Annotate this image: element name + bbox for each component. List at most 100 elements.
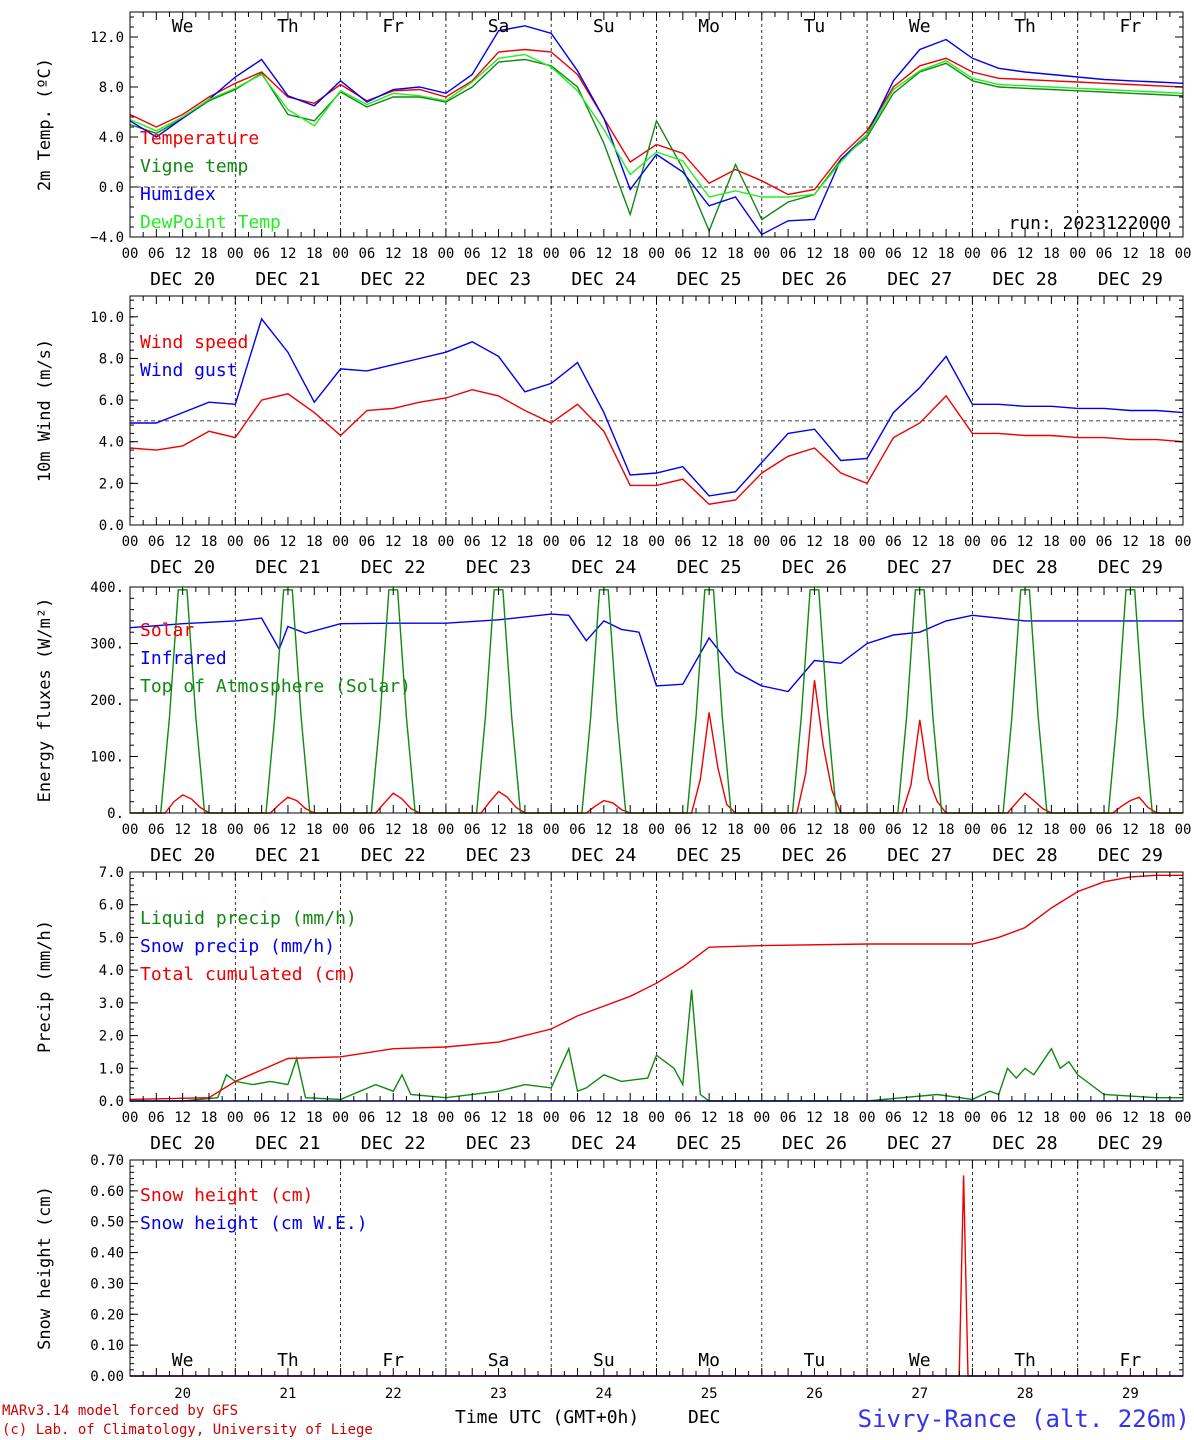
x-hour-label: 18 [516, 822, 533, 838]
run-annotation: run: 2023122000 [1008, 213, 1171, 234]
legend-entry: Vigne temp [140, 156, 248, 177]
y-tick-label: 0.70 [90, 1153, 124, 1169]
y-tick-label: 4.0 [99, 130, 124, 146]
weekday-label: Fr [382, 16, 404, 37]
x-hour-label: 00 [332, 822, 349, 838]
x-hour-label: 00 [1175, 534, 1192, 550]
x-hour-label: 00 [543, 534, 560, 550]
x-hour-label: 06 [253, 822, 270, 838]
day-number-label: 29 [1122, 1386, 1139, 1402]
x-hour-label: 12 [595, 246, 612, 262]
x-hour-label: 06 [674, 534, 691, 550]
x-axis-title: Time UTC (GMT+0h) [455, 1407, 639, 1428]
y-tick-label: 2.0 [99, 476, 124, 492]
x-date-label: DEC 21 [255, 1133, 320, 1154]
x-hour-label: 18 [832, 822, 849, 838]
x-hour-label: 12 [701, 534, 718, 550]
x-date-label: DEC 20 [150, 269, 215, 290]
panel-1: −4.0 0.0 4.0 8.0 12.0 2m Temp. (ºC) 00 06 12 18 00… [35, 11, 1191, 290]
y-tick-label: 5.0 [99, 930, 124, 946]
plot-frame [129, 11, 1184, 238]
legend-entry: Wind gust [140, 360, 238, 381]
series-line-temperature [129, 48, 1184, 196]
x-hour-label: 00 [437, 246, 454, 262]
x-hour-label: 00 [437, 822, 454, 838]
x-hour-label: 18 [1148, 246, 1165, 262]
x-hour-label: 18 [832, 246, 849, 262]
model-credit-line2: (c) Lab. of Climatology, University of L… [2, 1422, 373, 1438]
x-date-label: DEC 27 [887, 1133, 952, 1154]
x-hour-label: 12 [595, 1110, 612, 1126]
x-hour-label: 06 [885, 822, 902, 838]
y-tick-label: 200. [90, 693, 124, 709]
y-axis-label: 2m Temp. (ºC) [35, 58, 55, 191]
x-date-label: DEC 24 [571, 845, 636, 866]
x-hour-label: 06 [464, 1110, 481, 1126]
y-tick-label: 2.0 [99, 1029, 124, 1045]
x-hour-label: 06 [569, 822, 586, 838]
y-axis-label: Precip (mm/h) [35, 920, 55, 1053]
x-hour-label: 18 [622, 246, 639, 262]
x-hour-label: 18 [727, 246, 744, 262]
panel-3: 0. 100. 200. 300. 400. Energy fluxes (W/m²) 00… [35, 580, 1191, 866]
x-hour-label: 18 [1043, 1110, 1060, 1126]
weekday-label: We [172, 1350, 194, 1371]
x-date-label: DEC 28 [993, 557, 1058, 578]
y-tick-label: 0.50 [90, 1215, 124, 1231]
day-number-label: 21 [280, 1386, 297, 1402]
legend-entry: Infrared [140, 648, 227, 669]
x-hour-label: 00 [648, 822, 665, 838]
y-tick-label: 7.0 [99, 865, 124, 881]
x-hour-label: 12 [174, 822, 191, 838]
x-hour-label: 06 [674, 822, 691, 838]
x-hour-label: 12 [385, 534, 402, 550]
x-hour-label: 18 [1148, 822, 1165, 838]
x-hour-label: 18 [938, 246, 955, 262]
x-hour-label: 06 [1096, 1110, 1113, 1126]
x-hour-label: 12 [490, 822, 507, 838]
x-hour-label: 00 [753, 534, 770, 550]
weekday-label: Th [1014, 16, 1036, 37]
y-tick-label: 400. [90, 580, 124, 596]
x-hour-label: 18 [516, 534, 533, 550]
x-hour-label: 06 [1096, 246, 1113, 262]
legend-entry: Temperature [140, 128, 259, 149]
series-line-wind-speed [129, 388, 1184, 505]
x-hour-label: 00 [964, 1110, 981, 1126]
y-tick-label: 300. [90, 637, 124, 653]
x-hour-label: 00 [227, 246, 244, 262]
y-tick-label: 4.0 [99, 435, 124, 451]
x-hour-label: 12 [1017, 246, 1034, 262]
x-hour-label: 00 [227, 1110, 244, 1126]
x-hour-label: 06 [780, 246, 797, 262]
x-date-label: DEC 23 [466, 269, 531, 290]
x-date-label: DEC 22 [361, 1133, 426, 1154]
x-hour-label: 00 [964, 246, 981, 262]
x-date-label: DEC 23 [466, 1133, 531, 1154]
x-hour-label: 06 [148, 534, 165, 550]
x-hour-label: 06 [464, 534, 481, 550]
x-hour-label: 06 [1096, 534, 1113, 550]
x-date-label: DEC 25 [677, 557, 742, 578]
x-hour-label: 00 [753, 246, 770, 262]
weekday-label: Mo [698, 1350, 720, 1371]
x-hour-label: 18 [516, 1110, 533, 1126]
x-hour-label: 12 [911, 1110, 928, 1126]
x-hour-label: 18 [306, 1110, 323, 1126]
x-hour-label: 18 [306, 822, 323, 838]
x-hour-label: 06 [674, 246, 691, 262]
x-hour-label: 18 [201, 1110, 218, 1126]
weekday-label: Fr [382, 1350, 404, 1371]
x-hour-label: 06 [148, 246, 165, 262]
x-hour-label: 12 [490, 246, 507, 262]
x-hour-label: 12 [595, 534, 612, 550]
weekday-label: Su [593, 1350, 615, 1371]
panel-5: 0.00 0.10 0.20 0.30 0.40 0.50 0.60 0.70 Snow hei… [35, 1153, 1184, 1402]
day-number-label: 26 [806, 1386, 823, 1402]
model-credit-line1: MARv3.14 model forced by GFS [2, 1403, 238, 1419]
x-hour-label: 06 [148, 1110, 165, 1126]
x-hour-label: 06 [358, 1110, 375, 1126]
x-hour-label: 00 [332, 534, 349, 550]
x-date-label: DEC 28 [993, 1133, 1058, 1154]
x-date-label: DEC 23 [466, 845, 531, 866]
